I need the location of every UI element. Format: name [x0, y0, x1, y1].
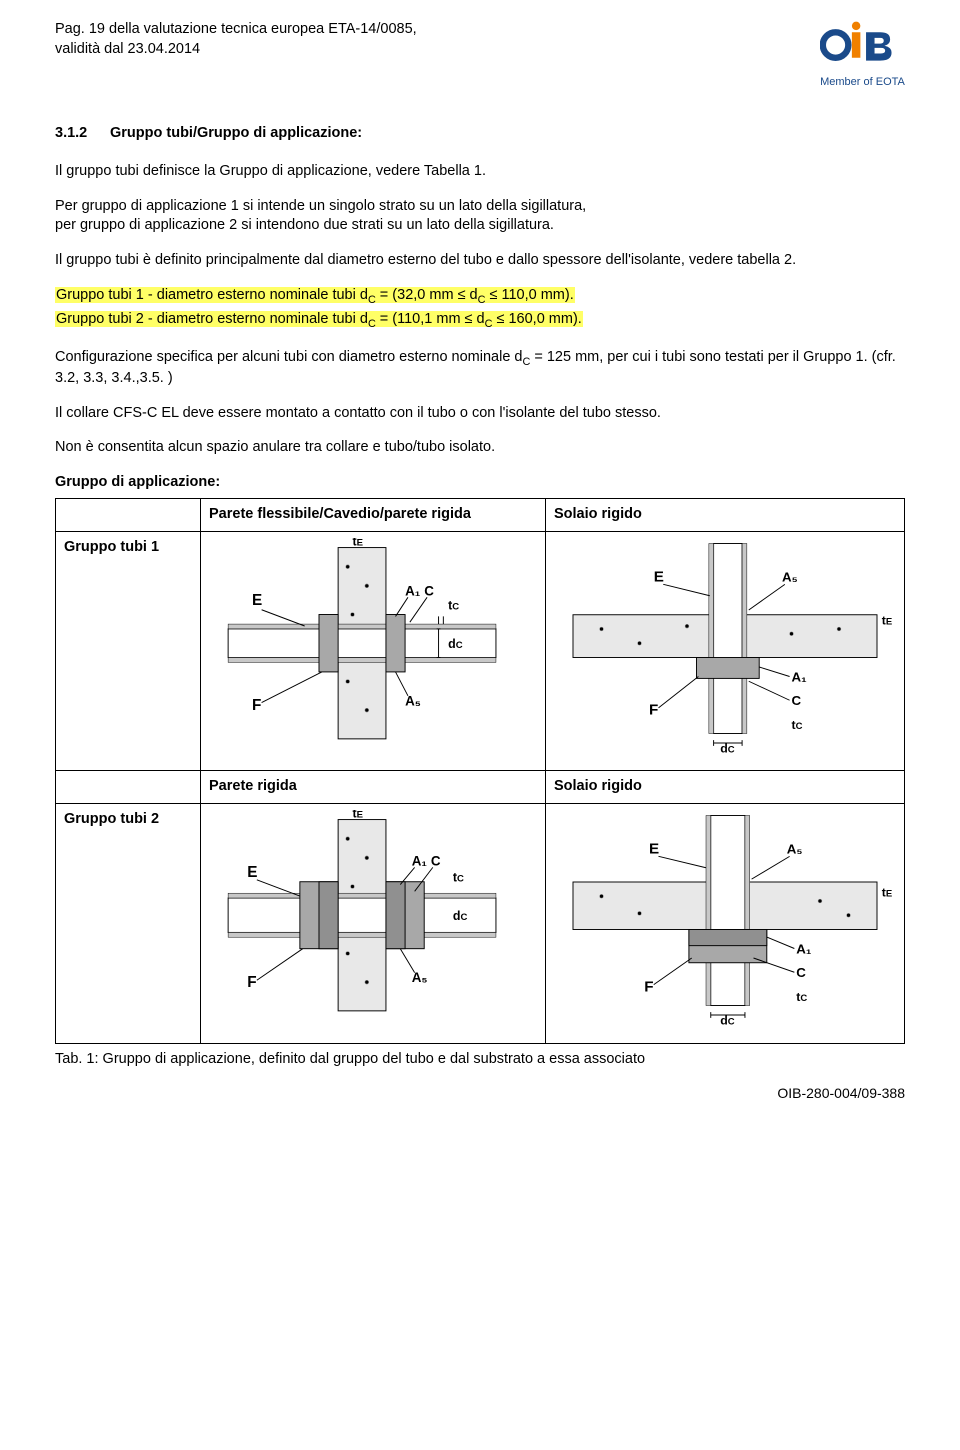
para-3: per gruppo di applicazione 2 si intendon… — [55, 217, 554, 233]
highlight-block: Gruppo tubi 1 - diametro esterno nominal… — [55, 285, 905, 332]
section-number: 3.1.2 — [55, 124, 110, 144]
para-4: Il gruppo tubi è definito principalmente… — [55, 251, 905, 271]
diagram-wall-group1-icon: E F A₁ C A₅ tE tC dC — [209, 538, 515, 758]
svg-text:F: F — [247, 974, 256, 991]
diagram-wall-2: E F A₁ C A₅ tE tC dC — [201, 804, 546, 1044]
diagram-floor-group1-icon: E A₅ F A₁ C tE tC dC — [554, 538, 896, 758]
svg-text:tE: tE — [352, 810, 363, 821]
para-2-3: Per gruppo di applicazione 1 si intende … — [55, 197, 905, 236]
diagram-wall-1: E F A₁ C A₅ tE tC dC — [201, 531, 546, 771]
svg-text:tC: tC — [792, 718, 803, 732]
svg-text:tE: tE — [882, 613, 892, 627]
section-title: Gruppo tubi/Gruppo di applicazione: — [110, 124, 362, 144]
svg-text:tC: tC — [453, 871, 464, 885]
application-table: Parete flessibile/Cavedio/parete rigida … — [55, 498, 905, 1043]
section-heading: 3.1.2 Gruppo tubi/Gruppo di applicazione… — [55, 124, 905, 144]
diagram-floor-2: E A₅ F A₁ C tE tC dC — [546, 804, 905, 1044]
svg-text:F: F — [644, 978, 653, 995]
svg-text:A₁: A₁ — [412, 854, 428, 869]
page-footer: OIB-280-004/09-388 — [55, 1084, 905, 1103]
svg-text:tC: tC — [796, 990, 807, 1004]
highlight-line-1: Gruppo tubi 1 - diametro esterno nominal… — [55, 287, 575, 303]
svg-text:A₅: A₅ — [787, 842, 803, 857]
svg-text:C: C — [796, 965, 806, 980]
svg-text:E: E — [252, 592, 262, 609]
header-line1: Pag. 19 della valutazione tecnica europe… — [55, 20, 417, 40]
th-wall-rigid: Parete rigida — [201, 771, 546, 804]
svg-text:E: E — [649, 841, 659, 858]
svg-text:A₅: A₅ — [782, 569, 798, 584]
svg-text:dC: dC — [448, 637, 463, 651]
svg-text:A₁: A₁ — [405, 583, 421, 598]
table-header-row-1: Parete flessibile/Cavedio/parete rigida … — [56, 499, 905, 532]
highlight-line-2: Gruppo tubi 2 - diametro esterno nominal… — [55, 311, 583, 327]
th-empty-2 — [56, 771, 201, 804]
logo-caption: Member of EOTA — [820, 75, 905, 90]
svg-text:C: C — [792, 693, 802, 708]
svg-text:A₁: A₁ — [796, 941, 812, 956]
svg-text:tE: tE — [352, 538, 363, 549]
svg-text:F: F — [649, 701, 658, 718]
table-header-row-2: Parete rigida Solaio rigido — [56, 771, 905, 804]
para-5: Configurazione specifica per alcuni tubi… — [55, 348, 905, 389]
th-floor: Solaio rigido — [546, 499, 905, 532]
header-text: Pag. 19 della valutazione tecnica europe… — [55, 20, 417, 59]
table-row-group2: Gruppo tubi 2 E F A₁ — [56, 804, 905, 1044]
diagram-floor-1: E A₅ F A₁ C tE tC dC — [546, 531, 905, 771]
svg-text:C: C — [431, 854, 441, 869]
diagram-wall-group2-icon: E F A₁ C A₅ tE tC dC — [209, 810, 515, 1030]
table-caption: Tab. 1: Gruppo di applicazione, definito… — [55, 1050, 905, 1070]
page-header: Pag. 19 della valutazione tecnica europe… — [55, 20, 905, 89]
svg-text:dC: dC — [453, 909, 468, 923]
svg-text:E: E — [247, 864, 257, 881]
table-row-group1: Gruppo tubi 1 E F — [56, 531, 905, 771]
logo-block: Member of EOTA — [820, 20, 905, 89]
svg-text:E: E — [654, 568, 664, 585]
oib-logo-icon — [820, 20, 905, 70]
row2-label: Gruppo tubi 2 — [56, 804, 201, 1044]
row1-label: Gruppo tubi 1 — [56, 531, 201, 771]
diagram-floor-group2-icon: E A₅ F A₁ C tE tC dC — [554, 810, 896, 1030]
svg-text:C: C — [424, 583, 434, 598]
th-floor-2: Solaio rigido — [546, 771, 905, 804]
th-empty — [56, 499, 201, 532]
svg-text:tE: tE — [882, 885, 892, 899]
svg-text:F: F — [252, 697, 261, 714]
svg-text:tC: tC — [448, 599, 459, 613]
para-2: Per gruppo di applicazione 1 si intende … — [55, 198, 586, 214]
para-7: Non è consentita alcun spazio anulare tr… — [55, 438, 905, 458]
application-group-label: Gruppo di applicazione: — [55, 473, 905, 493]
svg-text:dC: dC — [720, 1014, 735, 1028]
para-6: Il collare CFS-C EL deve essere montato … — [55, 404, 905, 424]
header-line2: validità dal 23.04.2014 — [55, 40, 417, 60]
th-wall: Parete flessibile/Cavedio/parete rigida — [201, 499, 546, 532]
svg-text:A₁: A₁ — [792, 669, 808, 684]
svg-text:dC: dC — [720, 741, 735, 755]
para-1: Il gruppo tubi definisce la Gruppo di ap… — [55, 162, 905, 182]
